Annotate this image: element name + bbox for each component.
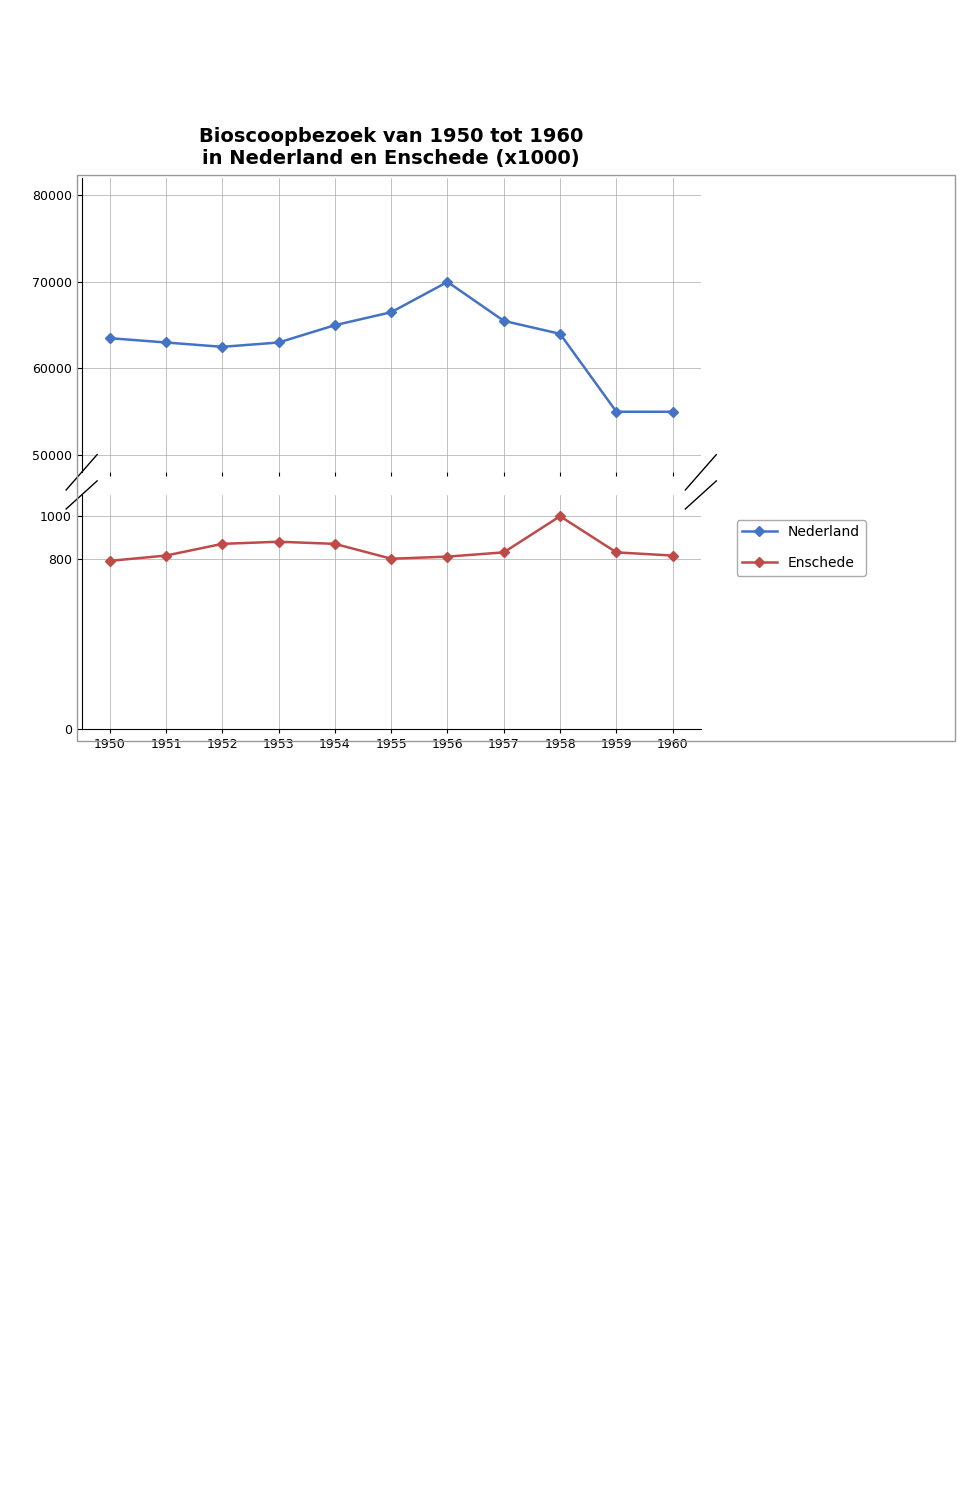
Legend: Nederland, Enschede: Nederland, Enschede	[736, 521, 866, 575]
Title: Bioscoopbezoek van 1950 tot 1960
in Nederland en Enschede (x1000): Bioscoopbezoek van 1950 tot 1960 in Nede…	[199, 127, 584, 167]
